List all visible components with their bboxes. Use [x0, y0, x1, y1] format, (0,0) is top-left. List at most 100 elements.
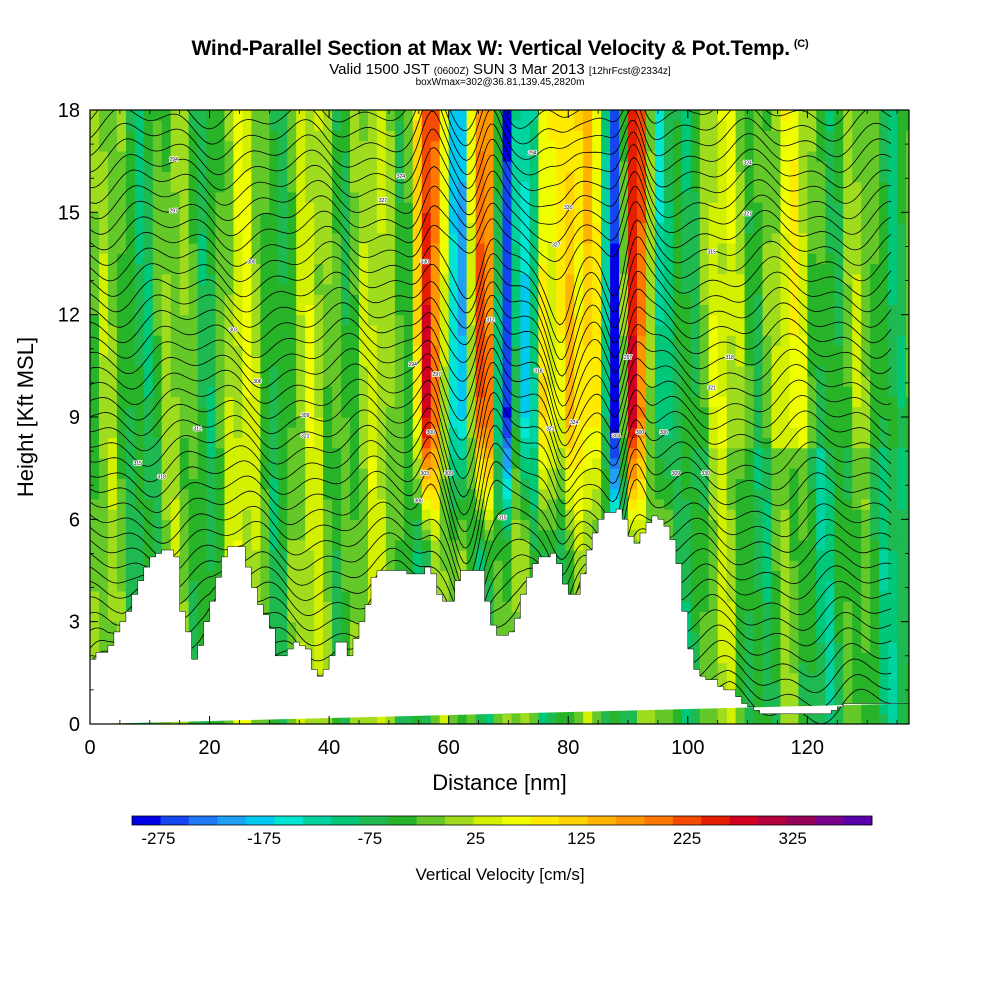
- velocity-cell: [90, 560, 100, 572]
- velocity-cell: [789, 529, 799, 541]
- velocity-cell: [601, 181, 611, 193]
- velocity-cell: [798, 417, 808, 428]
- velocity-cell: [90, 509, 100, 520]
- velocity-cell: [654, 376, 665, 387]
- velocity-cell: [251, 181, 261, 193]
- velocity-cell: [780, 130, 791, 142]
- velocity-cell: [825, 570, 835, 582]
- velocity-cell: [341, 273, 351, 285]
- velocity-cell: [744, 693, 755, 705]
- velocity-cell: [439, 355, 450, 367]
- velocity-cell: [287, 314, 297, 326]
- velocity-cell: [251, 550, 261, 561]
- velocity-cell: [601, 386, 611, 398]
- velocity-cell: [592, 386, 602, 398]
- velocity-cell: [269, 161, 279, 172]
- velocity-cell: [663, 304, 674, 316]
- velocity-cell: [278, 263, 288, 275]
- velocity-cell: [493, 529, 504, 541]
- velocity-cell: [798, 304, 808, 316]
- velocity-cell: [305, 509, 315, 520]
- velocity-cell: [771, 672, 782, 684]
- velocity-cell: [134, 314, 145, 326]
- velocity-cell: [726, 642, 737, 653]
- velocity-cell: [376, 161, 387, 172]
- velocity-cell: [278, 130, 288, 142]
- velocity-cell: [376, 437, 387, 449]
- velocity-cell: [233, 253, 244, 265]
- velocity-cell: [690, 222, 701, 234]
- velocity-cell: [619, 417, 629, 428]
- velocity-cell: [412, 345, 423, 357]
- velocity-cell: [430, 304, 441, 316]
- velocity-cell: [457, 417, 468, 428]
- velocity-cell: [242, 202, 252, 213]
- velocity-cell: [744, 140, 755, 152]
- velocity-cell: [421, 376, 432, 387]
- velocity-cell: [672, 130, 683, 142]
- velocity-cell: [341, 263, 351, 275]
- velocity-cell: [341, 417, 351, 428]
- velocity-cell: [762, 713, 773, 724]
- velocity-cell: [332, 417, 342, 428]
- velocity-cell: [368, 457, 378, 469]
- velocity-cell: [663, 498, 674, 510]
- velocity-cell: [161, 273, 172, 285]
- velocity-cell: [287, 396, 297, 408]
- velocity-cell: [690, 591, 701, 602]
- velocity-cell: [735, 703, 746, 715]
- velocity-cell: [134, 406, 145, 418]
- velocity-cell: [780, 621, 791, 633]
- velocity-cell: [610, 191, 620, 203]
- velocity-cell: [789, 181, 799, 193]
- velocity-cell: [385, 314, 396, 326]
- velocity-cell: [179, 253, 190, 265]
- velocity-cell: [583, 161, 593, 172]
- velocity-cell: [717, 611, 728, 623]
- velocity-cell: [323, 376, 333, 387]
- velocity-cell: [538, 406, 548, 418]
- velocity-cell: [708, 478, 719, 490]
- velocity-cell: [143, 478, 154, 490]
- velocity-cell: [394, 478, 405, 490]
- velocity-cell: [215, 509, 226, 520]
- velocity-cell: [430, 202, 441, 213]
- velocity-cell: [744, 703, 755, 715]
- velocity-cell: [654, 294, 665, 305]
- velocity-cell: [394, 273, 405, 285]
- velocity-cell: [197, 406, 208, 418]
- velocity-cell: [143, 447, 154, 459]
- velocity-cell: [672, 447, 683, 459]
- velocity-cell: [601, 713, 611, 724]
- velocity-cell: [771, 161, 782, 172]
- velocity-cell: [430, 110, 441, 121]
- velocity-cell: [807, 273, 817, 285]
- velocity-cell: [376, 120, 387, 131]
- velocity-cell: [735, 457, 746, 469]
- velocity-cell: [385, 406, 396, 418]
- velocity-cell: [260, 273, 270, 285]
- velocity-cell: [206, 243, 217, 254]
- velocity-cell: [619, 181, 629, 193]
- velocity-cell: [708, 294, 719, 305]
- velocity-cell: [753, 642, 764, 653]
- velocity-cell: [690, 703, 701, 715]
- velocity-cell: [368, 447, 378, 459]
- velocity-cell: [484, 539, 495, 551]
- velocity-cell: [699, 304, 710, 316]
- velocity-cell: [269, 509, 279, 520]
- velocity-cell: [520, 263, 530, 275]
- velocity-cell: [323, 243, 333, 254]
- velocity-cell: [780, 662, 791, 674]
- velocity-cell: [574, 570, 584, 582]
- velocity-cell: [672, 324, 683, 336]
- velocity-cell: [565, 529, 575, 541]
- velocity-cell: [493, 376, 504, 387]
- velocity-cell: [511, 294, 522, 305]
- velocity-cell: [188, 580, 199, 592]
- velocity-cell: [735, 120, 746, 131]
- velocity-cell: [269, 181, 279, 193]
- velocity-cell: [215, 181, 226, 193]
- velocity-cell: [134, 570, 145, 582]
- velocity-cell: [457, 171, 468, 183]
